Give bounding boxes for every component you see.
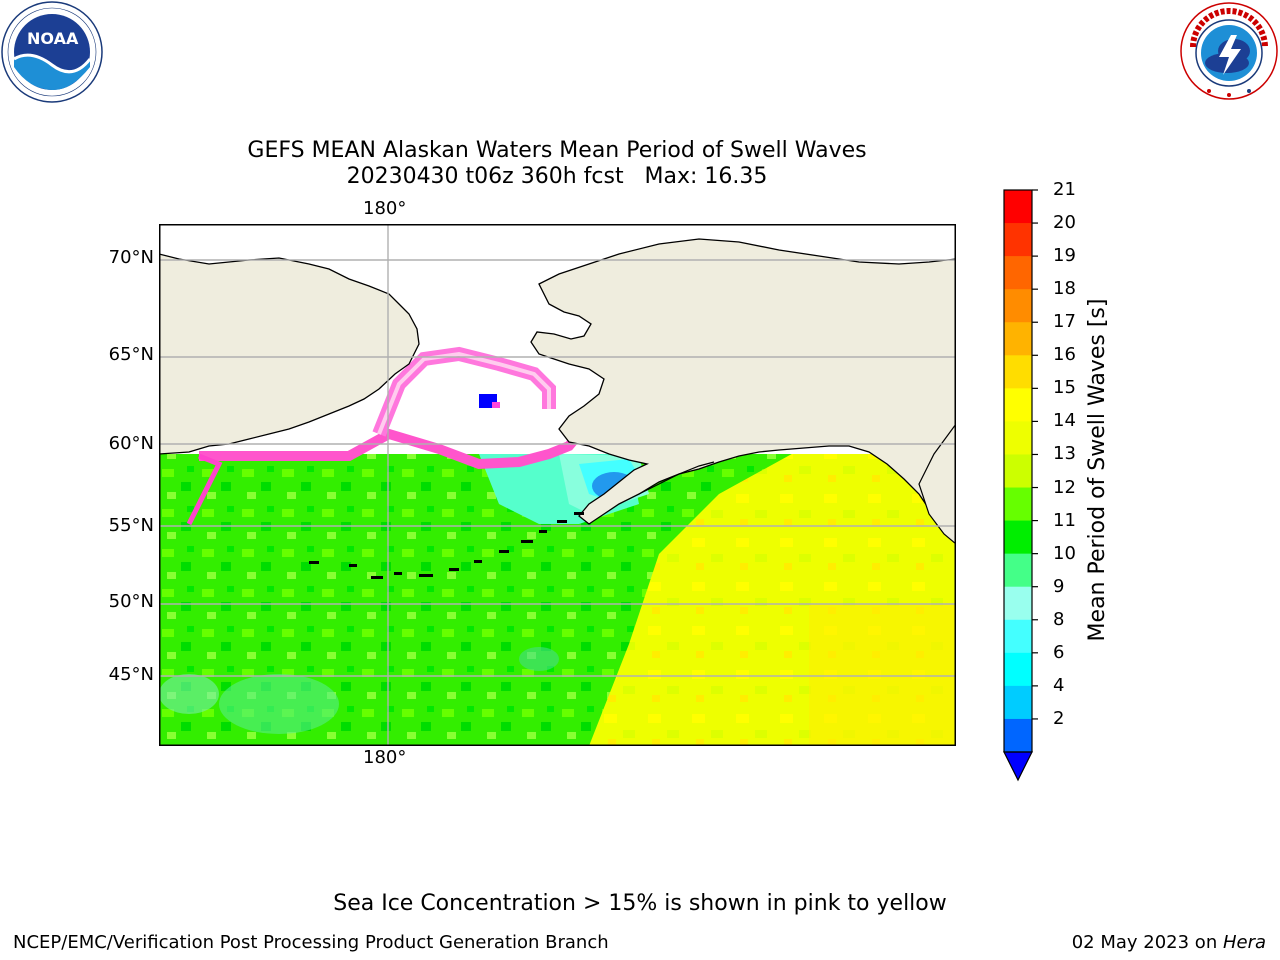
lat-label-55n: 55°N: [108, 515, 154, 536]
colorbar: [1003, 189, 1038, 782]
colorbar-swatch: [1004, 421, 1032, 455]
noaa-logo-text: NOAA: [27, 29, 79, 48]
colorbar-swatch: [1004, 487, 1032, 522]
colorbar-swatch: [1004, 619, 1032, 654]
chart-title: GEFS MEAN Alaskan Waters Mean Period of …: [247, 138, 867, 163]
colorbar-tick-label: 14: [1053, 410, 1076, 432]
colorbar-tick-label: 19: [1053, 245, 1076, 267]
footer-date: 02 May 2023 on Hera: [1072, 932, 1266, 954]
colorbar-tick-label: 6: [1053, 641, 1065, 663]
nws-logo: [1179, 1, 1279, 101]
lon-label-top: 180°: [363, 198, 407, 219]
colorbar-swatch: [1004, 454, 1032, 489]
lat-label-70n: 70°N: [108, 247, 154, 268]
colorbar-tick-label: 13: [1053, 443, 1076, 465]
land-canada: [918, 422, 956, 545]
footer-date-text: 02 May 2023 on: [1071, 932, 1223, 953]
chart-subtitle: 20230430 t06z 360h fcst Max: 16.35: [346, 164, 768, 189]
colorbar-swatch: [1004, 256, 1032, 290]
lon-label-bottom: 180°: [363, 747, 407, 768]
colorbar-swatch: [1004, 289, 1032, 323]
colorbar-tick-label: 16: [1053, 344, 1076, 366]
colorbar-swatch: [1004, 223, 1032, 257]
land-alaska: [530, 238, 956, 535]
colorbar-tick-label: 20: [1053, 212, 1076, 234]
lat-label-50n: 50°N: [108, 591, 154, 612]
noaa-logo: NOAA: [1, 1, 103, 103]
colorbar-swatch: [1004, 355, 1032, 389]
colorbar-tick-label: 10: [1053, 542, 1076, 564]
lat-label-65n: 65°N: [108, 344, 154, 365]
colorbar-tick-label: 9: [1053, 575, 1065, 597]
graticule: [159, 224, 956, 746]
colorbar-tick-label: 11: [1053, 509, 1076, 531]
colorbar-tick-label: 21: [1053, 179, 1076, 200]
colorbar-swatch: [1004, 520, 1032, 555]
colorbar-tick-label: 2: [1053, 707, 1065, 729]
swell-period-map: [159, 224, 956, 746]
colorbar-swatch: [1004, 322, 1032, 356]
aleutian-islands: [309, 512, 584, 579]
lat-label-60n: 60°N: [108, 433, 154, 454]
colorbar-extend-arrow: [1003, 751, 1033, 782]
colorbar-tick-label: 15: [1053, 377, 1076, 399]
colorbar-swatch: [1004, 190, 1032, 224]
colorbar-tick-label: 4: [1053, 674, 1065, 696]
colorbar-swatch: [1004, 553, 1032, 588]
colorbar-swatch: [1004, 685, 1032, 720]
colorbar-swatch: [1004, 586, 1032, 621]
footer-host: Hera: [1222, 932, 1266, 953]
colorbar-swatch: [1004, 652, 1032, 687]
lat-label-45n: 45°N: [108, 664, 154, 685]
colorbar-tick-label: 18: [1053, 278, 1076, 300]
colorbar-title: Mean Period of Swell Waves [s]: [1085, 298, 1110, 642]
colorbar-swatch: [1004, 718, 1032, 753]
sea-ice-note: Sea Ice Concentration > 15% is shown in …: [333, 891, 947, 916]
colorbar-tick-label: 12: [1053, 476, 1076, 498]
ocean-field-far-east: [809, 604, 956, 746]
colorbar-tick-label: 8: [1053, 608, 1065, 630]
footer-credit: NCEP/EMC/Verification Post Processing Pr…: [13, 932, 609, 953]
colorbar-swatch: [1004, 388, 1032, 422]
colorbar-tick-label: 17: [1053, 311, 1076, 333]
